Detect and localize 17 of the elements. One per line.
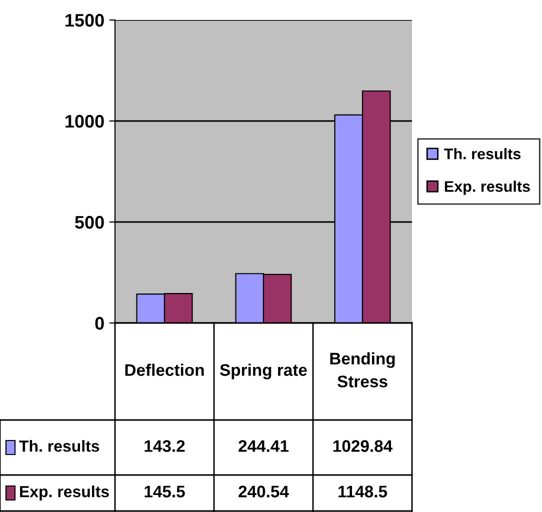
y-tick-label: 0 <box>95 316 104 330</box>
x-tick-label: Deflection <box>125 364 204 376</box>
data-label: 240.54 <box>238 486 289 498</box>
data-label: 1148.5 <box>338 486 388 498</box>
data-label: 145.5 <box>144 486 185 498</box>
y-tick-label: 500 <box>75 216 104 229</box>
legend-label: Exp. results <box>444 180 530 195</box>
data-label: 244.41 <box>238 440 289 452</box>
text: Th. results <box>19 440 100 452</box>
y-tick-label: 1000 <box>66 114 104 128</box>
text: Exp. results <box>20 486 109 500</box>
x-tick-label: Bending Stress <box>330 352 395 388</box>
legend-label: Th. results <box>444 148 521 160</box>
x-tick-label: Spring rate <box>220 364 307 380</box>
data-label: 1029.84 <box>333 440 393 452</box>
data-label: 143.2 <box>144 440 185 452</box>
y-tick-label: 1500 <box>66 14 104 27</box>
